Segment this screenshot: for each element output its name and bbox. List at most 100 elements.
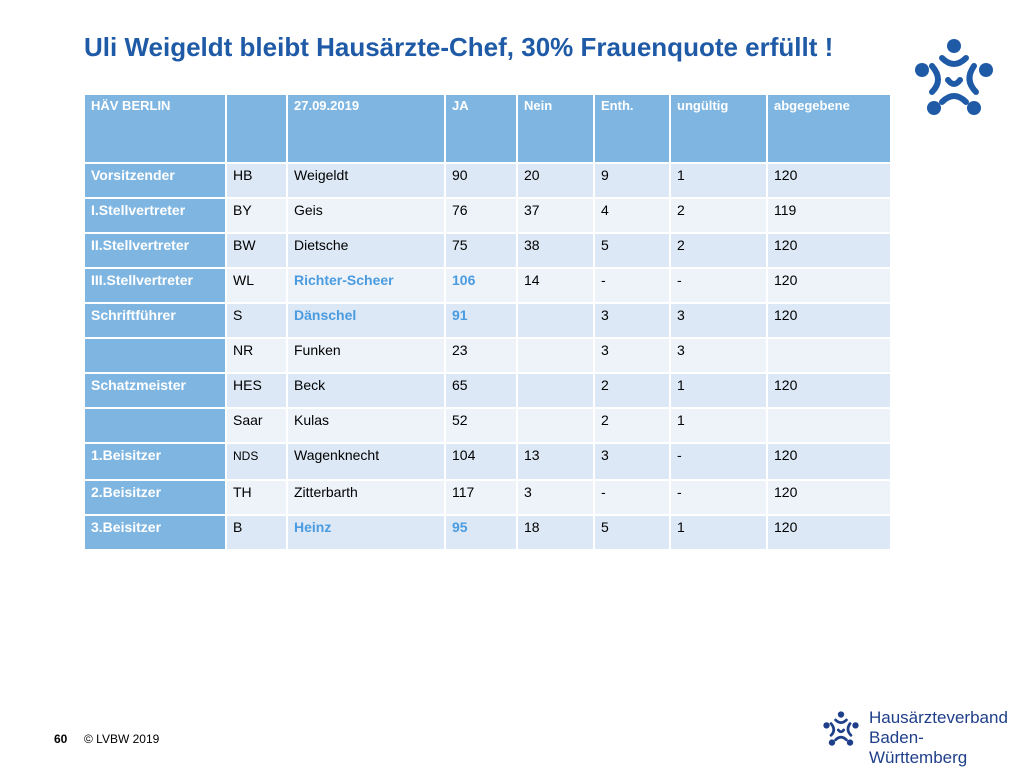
nein-cell: 18: [516, 514, 595, 551]
ja-cell: 117: [444, 479, 518, 516]
header-ungueltig: ungültig: [669, 93, 768, 164]
nein-cell: [516, 337, 595, 374]
region-cell: HES: [225, 372, 288, 409]
ungueltig-cell: 3: [669, 337, 768, 374]
region-cell: WL: [225, 267, 288, 304]
region-cell: BW: [225, 232, 288, 269]
copyright-text: © LVBW 2019: [84, 732, 160, 746]
nein-cell: 20: [516, 162, 595, 199]
table-row: 2.Beisitzer TH Zitterbarth 117 3 - - 120: [83, 479, 892, 516]
nein-cell: 13: [516, 442, 595, 481]
ja-cell: 23: [444, 337, 518, 374]
position-cell: Vorsitzender: [83, 162, 227, 199]
enth-cell: -: [593, 267, 671, 304]
ja-cell: 104: [444, 442, 518, 481]
candidate-cell: Zitterbarth: [286, 479, 446, 516]
ja-cell: 52: [444, 407, 518, 444]
ungueltig-cell: 1: [669, 407, 768, 444]
candidate-cell: Funken: [286, 337, 446, 374]
nein-cell: [516, 372, 595, 409]
candidate-cell: Dänschel: [286, 302, 446, 339]
abgegebene-cell: 120: [766, 302, 892, 339]
candidate-cell: Richter-Scheer: [286, 267, 446, 304]
candidate-cell: Beck: [286, 372, 446, 409]
ungueltig-cell: 3: [669, 302, 768, 339]
candidate-cell: Weigeldt: [286, 162, 446, 199]
position-cell: 2.Beisitzer: [83, 479, 227, 516]
brand-line-1: Hausärzteverband: [869, 708, 1008, 727]
header-abgegebene: abgegebene: [766, 93, 892, 164]
candidate-cell: Wagenknecht: [286, 442, 446, 481]
nein-cell: [516, 407, 595, 444]
position-cell: [83, 407, 227, 444]
enth-cell: 3: [593, 302, 671, 339]
people-circle-logo-icon: [915, 39, 993, 115]
election-results-table: HÄV BERLIN 27.09.2019 JA Nein Enth. ungü…: [83, 93, 892, 551]
brand-name: Hausärzteverband Baden-Württemberg: [869, 708, 1018, 768]
position-cell: [83, 337, 227, 374]
region-cell: Saar: [225, 407, 288, 444]
region-cell: BY: [225, 197, 288, 234]
candidate-cell: Dietsche: [286, 232, 446, 269]
abgegebene-cell: 120: [766, 162, 892, 199]
ja-cell: 75: [444, 232, 518, 269]
abgegebene-cell: 120: [766, 232, 892, 269]
ungueltig-cell: 1: [669, 372, 768, 409]
table-row: I.Stellvertreter BY Geis 76 37 4 2 119: [83, 197, 892, 234]
header-association: HÄV BERLIN: [83, 93, 227, 164]
nein-cell: 38: [516, 232, 595, 269]
ungueltig-cell: 2: [669, 232, 768, 269]
region-cell: TH: [225, 479, 288, 516]
ungueltig-cell: -: [669, 267, 768, 304]
ungueltig-cell: -: [669, 442, 768, 481]
table-row: NR Funken 23 3 3: [83, 337, 892, 374]
table-row: III.Stellvertreter WL Richter-Scheer 106…: [83, 267, 892, 304]
enth-cell: -: [593, 479, 671, 516]
ja-cell: 76: [444, 197, 518, 234]
ungueltig-cell: 1: [669, 162, 768, 199]
header-enth: Enth.: [593, 93, 671, 164]
ungueltig-cell: 2: [669, 197, 768, 234]
enth-cell: 5: [593, 232, 671, 269]
ja-cell: 106: [444, 267, 518, 304]
ungueltig-cell: -: [669, 479, 768, 516]
enth-cell: 3: [593, 337, 671, 374]
enth-cell: 5: [593, 514, 671, 551]
ja-cell: 90: [444, 162, 518, 199]
position-cell: I.Stellvertreter: [83, 197, 227, 234]
abgegebene-cell: 119: [766, 197, 892, 234]
abgegebene-cell: 120: [766, 479, 892, 516]
enth-cell: 9: [593, 162, 671, 199]
table-header-row: HÄV BERLIN 27.09.2019 JA Nein Enth. ungü…: [83, 93, 892, 164]
ja-cell: 65: [444, 372, 518, 409]
nein-cell: 37: [516, 197, 595, 234]
brand-line-2: Baden-Württemberg: [869, 728, 968, 767]
position-cell: 1.Beisitzer: [83, 442, 227, 481]
ja-cell: 91: [444, 302, 518, 339]
brand-logo: Hausärzteverband Baden-Württemberg: [822, 708, 1018, 767]
position-cell: III.Stellvertreter: [83, 267, 227, 304]
header-nein: Nein: [516, 93, 595, 164]
candidate-cell: Geis: [286, 197, 446, 234]
abgegebene-cell: 120: [766, 372, 892, 409]
region-cell: NDS: [225, 442, 288, 481]
region-cell: B: [225, 514, 288, 551]
table-row: II.Stellvertreter BW Dietsche 75 38 5 2 …: [83, 232, 892, 269]
header-ja: JA: [444, 93, 518, 164]
nein-cell: 3: [516, 479, 595, 516]
enth-cell: 3: [593, 442, 671, 481]
ungueltig-cell: 1: [669, 514, 768, 551]
header-date: 27.09.2019: [286, 93, 446, 164]
candidate-cell: Kulas: [286, 407, 446, 444]
abgegebene-cell: 120: [766, 267, 892, 304]
enth-cell: 2: [593, 407, 671, 444]
table-row: Schatzmeister HES Beck 65 2 1 120: [83, 372, 892, 409]
table-row: Saar Kulas 52 2 1: [83, 407, 892, 444]
abgegebene-cell: 120: [766, 442, 892, 481]
people-circle-logo-icon: [823, 711, 859, 746]
page-number: 60: [54, 732, 68, 746]
table-row: 1.Beisitzer NDS Wagenknecht 104 13 3 - 1…: [83, 442, 892, 481]
table-row: Vorsitzender HB Weigeldt 90 20 9 1 120: [83, 162, 892, 199]
table-row: Schriftführer S Dänschel 91 3 3 120: [83, 302, 892, 339]
abgegebene-cell: [766, 337, 892, 374]
